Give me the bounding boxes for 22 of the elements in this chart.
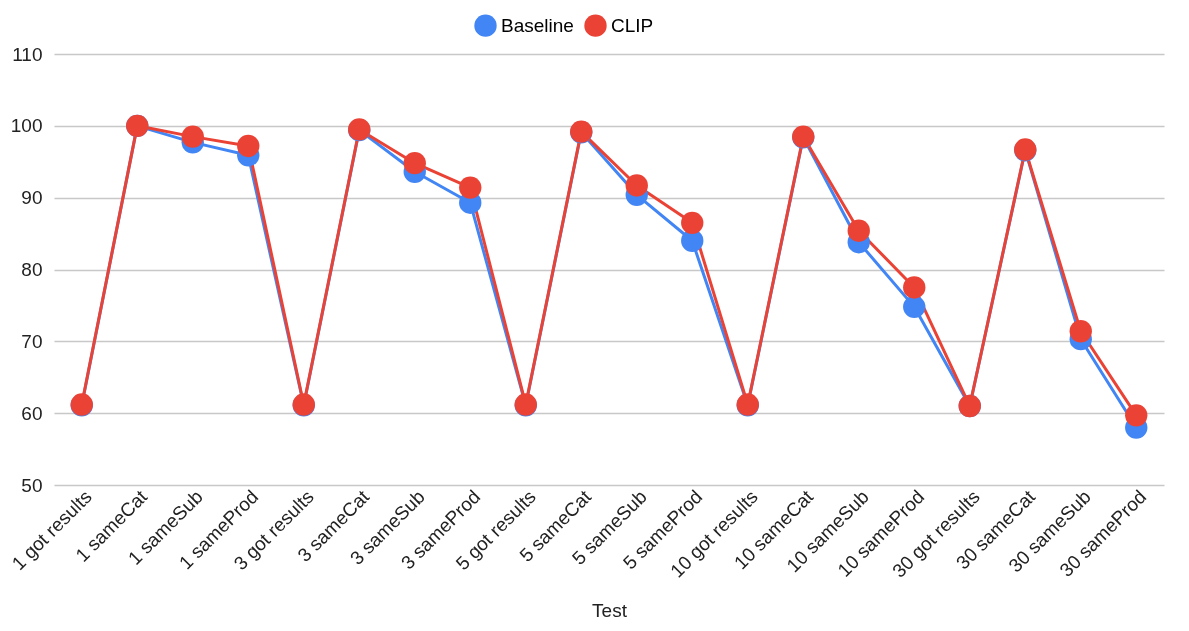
point bbox=[681, 229, 704, 252]
y-tick-label: 70 bbox=[21, 330, 43, 352]
y-tick-label: 90 bbox=[21, 187, 43, 209]
y-tick-label: 80 bbox=[21, 259, 43, 280]
y-tick-label: 100 bbox=[10, 115, 43, 137]
y-tick-label: 110 bbox=[12, 43, 43, 65]
point bbox=[903, 276, 926, 299]
point bbox=[237, 134, 260, 158]
point bbox=[1069, 320, 1092, 343]
point bbox=[847, 219, 870, 242]
legend-label: Baseline bbox=[501, 14, 574, 36]
y-tick-label: 60 bbox=[21, 402, 43, 424]
point bbox=[1125, 404, 1148, 427]
point bbox=[903, 295, 926, 319]
point bbox=[403, 152, 426, 175]
legend-label: CLIP bbox=[611, 14, 654, 36]
point bbox=[681, 211, 704, 234]
y-tick-label: 50 bbox=[21, 474, 43, 496]
point bbox=[625, 174, 648, 197]
point bbox=[181, 125, 204, 148]
x-axis-title: Test bbox=[592, 599, 628, 621]
point bbox=[459, 176, 482, 199]
